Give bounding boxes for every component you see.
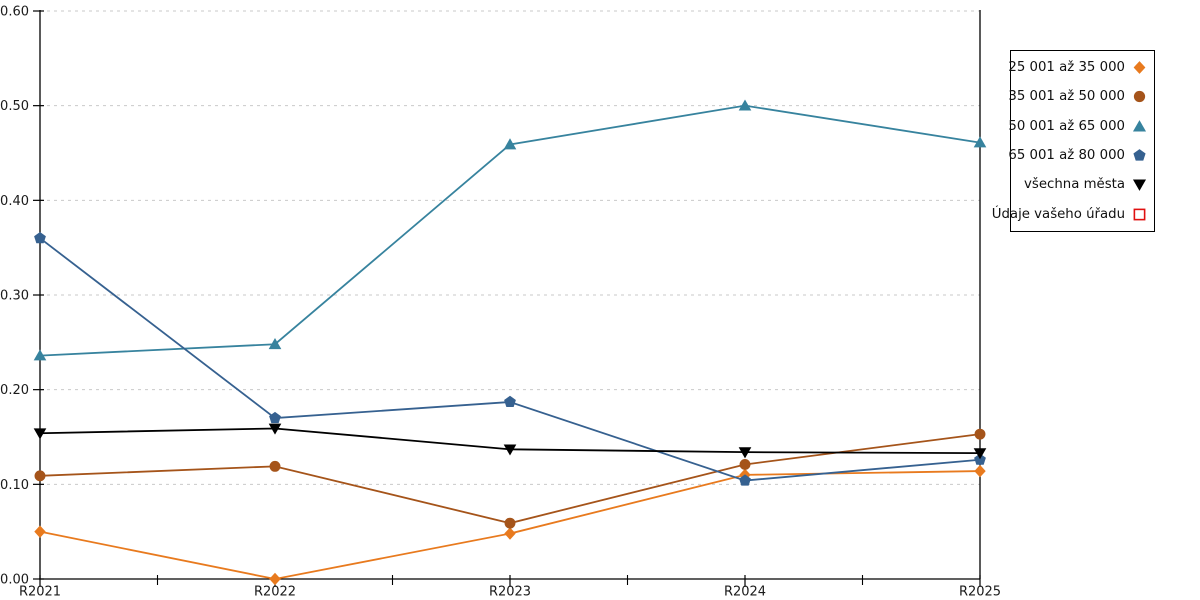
legend-label: všechna města bbox=[1024, 177, 1125, 193]
legend-item: Údaje vašeho úřadu bbox=[992, 201, 1154, 228]
legend-marker-glyph bbox=[1133, 149, 1146, 161]
legend-item: 25 001 až 35 000 bbox=[1008, 54, 1154, 81]
y-tick-label: 0.20 bbox=[0, 383, 29, 398]
circle-marker bbox=[1133, 91, 1146, 103]
triangle-up-marker bbox=[503, 138, 517, 150]
diamond-marker bbox=[34, 525, 46, 538]
legend-box: 25 001 až 35 000 35 001 až 50 000 50 001… bbox=[992, 50, 1155, 232]
square-open-marker bbox=[1133, 208, 1146, 221]
y-tick-label: 0.40 bbox=[0, 194, 29, 209]
circle-icon bbox=[1132, 89, 1147, 104]
legend-item: 65 001 až 80 000 bbox=[1008, 142, 1154, 169]
triangle-up-marker bbox=[738, 99, 752, 111]
circle-marker bbox=[269, 460, 281, 472]
triangle-down-marker bbox=[1132, 179, 1147, 192]
triangle-down-marker bbox=[503, 444, 517, 456]
legend-label: 25 001 až 35 000 bbox=[1008, 60, 1125, 75]
triangle-up-marker bbox=[33, 349, 47, 361]
circle-marker bbox=[504, 517, 516, 529]
triangle-up-icon bbox=[1132, 119, 1147, 134]
legend-item: všechna města bbox=[1011, 171, 1154, 198]
circle-marker bbox=[974, 428, 986, 440]
diamond-marker bbox=[269, 572, 281, 586]
y-tick-label: 0.30 bbox=[0, 289, 29, 304]
circle-marker bbox=[34, 470, 46, 482]
pentagon-marker bbox=[1133, 149, 1146, 161]
legend-item: 35 001 až 50 000 bbox=[1008, 83, 1154, 110]
legend-marker-glyph bbox=[1133, 61, 1146, 75]
legend-item: 50 001 až 65 000 bbox=[1008, 113, 1154, 140]
pentagon-marker bbox=[504, 395, 516, 407]
pentagon-icon bbox=[1132, 148, 1147, 163]
diamond-marker bbox=[974, 464, 986, 478]
legend-marker-glyph bbox=[1133, 208, 1146, 221]
circle-marker bbox=[739, 458, 751, 470]
triangle-down-marker bbox=[268, 423, 282, 435]
triangle-up-marker bbox=[268, 338, 282, 350]
legend-label: 50 001 až 65 000 bbox=[1008, 118, 1125, 134]
legend-label: Údaje vašeho úřadu bbox=[991, 206, 1125, 222]
square-open-icon bbox=[1132, 207, 1147, 222]
pentagon-marker bbox=[739, 474, 751, 486]
triangle-down-marker bbox=[33, 428, 47, 440]
triangle-up-marker bbox=[973, 136, 987, 148]
diamond-icon bbox=[1132, 60, 1147, 75]
series-line-3 bbox=[39, 237, 981, 482]
legend-marker-glyph bbox=[1133, 91, 1146, 103]
x-tick-label: R2025 bbox=[959, 585, 1001, 600]
x-tick-label: R2022 bbox=[254, 585, 296, 600]
triangle-up-marker bbox=[1132, 119, 1147, 132]
triangle-down-icon bbox=[1132, 177, 1147, 192]
triangle-down-marker bbox=[738, 447, 752, 459]
legend-label: 35 001 až 50 000 bbox=[1008, 89, 1125, 105]
pentagon-marker bbox=[34, 232, 46, 244]
legend-label: 65 001 až 80 000 bbox=[1008, 147, 1125, 163]
y-tick-label: 0.60 bbox=[0, 5, 29, 20]
diamond-marker bbox=[504, 527, 516, 540]
y-tick-label: 0.10 bbox=[0, 478, 29, 493]
triangle-down-marker bbox=[973, 448, 987, 460]
x-tick-label: R2021 bbox=[19, 585, 61, 600]
x-tick-label: R2023 bbox=[489, 585, 531, 600]
y-tick-label: 0.00 bbox=[0, 573, 29, 588]
diamond-marker bbox=[1133, 61, 1146, 75]
legend-marker-glyph bbox=[1132, 179, 1147, 192]
legend-marker-glyph bbox=[1132, 119, 1147, 132]
y-tick-label: 0.50 bbox=[0, 99, 29, 114]
x-tick-label: R2024 bbox=[724, 585, 766, 600]
pentagon-marker bbox=[269, 411, 281, 424]
